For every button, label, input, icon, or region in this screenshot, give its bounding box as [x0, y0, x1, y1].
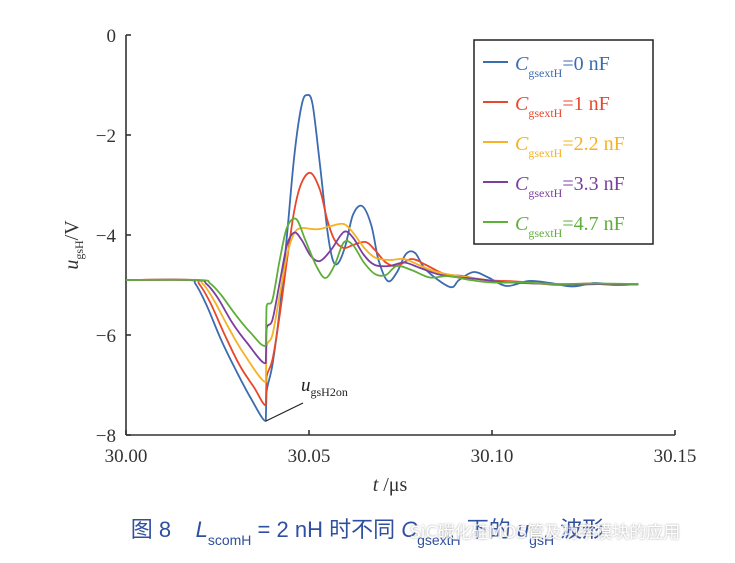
caption-u: u [516, 517, 530, 542]
caption-prefix: 图 8 [130, 517, 172, 542]
x-axis-label: t /μs [373, 474, 408, 496]
annotation-label: ugsH2on [301, 375, 348, 399]
legend-label: CgsextH=0 nF [515, 53, 610, 80]
legend-label: CgsextH=3.3 nF [515, 173, 625, 200]
caption-mid2: 下的 [460, 517, 517, 542]
caption-C-sub: gsextH [417, 532, 461, 548]
svg-text:t /μs: t /μs [373, 474, 408, 496]
annotation-leader-line [265, 402, 304, 422]
y-ticks: 0 −2 −4 −6 −8 [96, 26, 131, 447]
legend-label: CgsextH=2.2 nF [515, 133, 625, 160]
y-tick-label: 0 [107, 26, 117, 47]
caption-C: C [401, 517, 418, 542]
y-tick-label: −6 [96, 326, 116, 347]
caption-suffix: 波形 [554, 517, 605, 542]
annotation-ugsh2on: ugsH2on [265, 375, 348, 422]
caption-u-sub: gsH [529, 532, 555, 548]
series-line-2 [125, 222, 639, 383]
x-ticks: 30.00 30.05 30.10 30.15 [105, 430, 697, 467]
caption-L: L [195, 517, 208, 542]
caption-mid: = 2 nH 时不同 [257, 517, 402, 542]
x-tick-label: 30.10 [471, 446, 514, 467]
axes: 0 −2 −4 −6 −8 30.00 30.05 30.10 30.15 [96, 26, 697, 467]
x-tick-label: 30.00 [105, 446, 148, 467]
y-axis-label: ugsH/V [61, 220, 86, 270]
figure-caption: 图 8 LscomH = 2 nH 时不同 CgsextH 下的 ugsH 波形 [0, 512, 735, 552]
legend-label: CgsextH=1 nF [515, 93, 610, 120]
svg-text:ugsH/V: ugsH/V [61, 220, 86, 270]
series-line-4 [125, 217, 639, 347]
series-line-3 [125, 230, 639, 364]
y-tick-label: −8 [96, 426, 116, 447]
x-tick-label: 30.05 [288, 446, 331, 467]
y-tick-label: −2 [96, 126, 116, 147]
caption-L-sub: scomH [207, 532, 252, 548]
legend: CgsextH=0 nF CgsextH=1 nF CgsextH=2.2 nF Cg… [473, 39, 654, 245]
watermark: SiC碳化硅MOS管及功率模块的应用 [410, 523, 681, 543]
x-tick-label: 30.15 [654, 446, 697, 467]
series-lines [125, 94, 639, 422]
y-tick-label: −4 [96, 226, 117, 247]
legend-label: CgsextH=4.7 nF [515, 213, 625, 240]
